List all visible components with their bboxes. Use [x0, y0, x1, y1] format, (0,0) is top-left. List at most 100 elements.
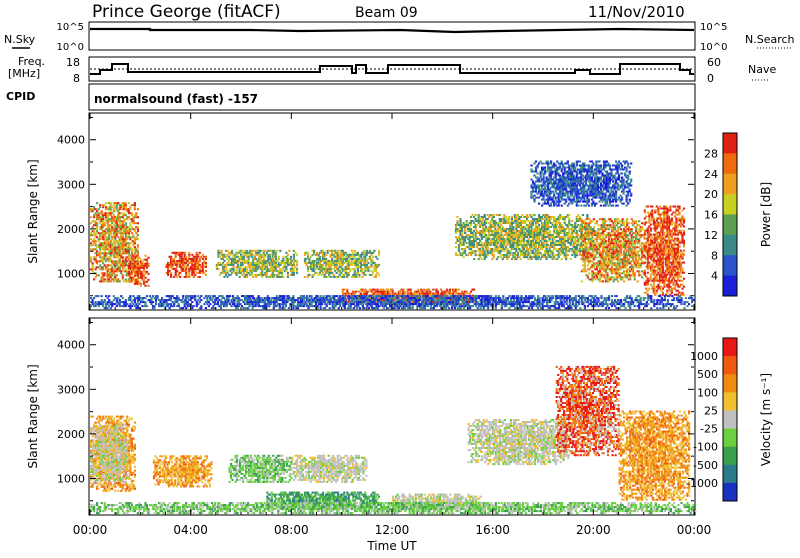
echo-cell [529, 254, 531, 256]
echo-cell [117, 202, 119, 204]
echo-cell [176, 266, 178, 268]
echo-cell [137, 230, 139, 232]
echo-cell [586, 214, 588, 216]
echo-cell [119, 250, 121, 252]
echo-cell [591, 238, 593, 240]
echo-cell [553, 238, 555, 240]
echo-cell [93, 238, 95, 240]
echo-cell [593, 266, 595, 268]
echo-cell [188, 272, 190, 274]
echo-cell [110, 240, 112, 242]
echo-cell [599, 278, 601, 280]
echo-cell [576, 216, 578, 218]
echo-cell [370, 274, 372, 276]
echo-cell [205, 264, 207, 266]
echo-cell [577, 224, 579, 226]
echo-cell [378, 274, 380, 276]
echo-cell [378, 264, 380, 266]
echo-cell [657, 254, 659, 256]
echo-cell [553, 216, 555, 218]
echo-cell [533, 214, 535, 216]
freq-tick-top: 18 [66, 56, 80, 69]
echo-cell [114, 236, 116, 238]
echo-cell [466, 291, 468, 293]
echo-cell [530, 216, 532, 218]
echo-cell [285, 270, 287, 272]
echo-cell [626, 236, 628, 238]
echo-cell [134, 275, 136, 277]
echo-cell [540, 240, 542, 242]
echo-cell [530, 214, 532, 216]
echo-cell [580, 242, 582, 244]
echo-cell [459, 218, 461, 220]
echo-cell [337, 268, 339, 270]
echo-cell [375, 276, 377, 278]
freq-unit: [MHz] [8, 67, 40, 80]
echo-cell [449, 291, 451, 293]
echo-cell [488, 216, 490, 218]
echo-cell [619, 254, 621, 256]
echo-cell [132, 220, 134, 222]
echo-cell [456, 222, 458, 224]
echo-cell [603, 244, 605, 246]
echo-cell [226, 254, 228, 256]
echo-cell [587, 264, 589, 266]
echo-cell [197, 262, 199, 264]
echo-cell [515, 250, 517, 252]
echo-cell [620, 240, 622, 242]
echo-cell [605, 270, 607, 272]
echo-cell [565, 252, 567, 254]
echo-cell [382, 289, 384, 291]
echo-cell [455, 242, 457, 244]
echo-cell [508, 256, 510, 258]
echo-cell [609, 218, 611, 220]
echo-cell [134, 228, 136, 230]
echo-cell [581, 222, 583, 224]
echo-cell [169, 270, 171, 272]
echo-cell [342, 256, 344, 258]
echo-cell [104, 234, 106, 236]
echo-cell [503, 218, 505, 220]
echo-cell [125, 234, 127, 236]
echo-cell [511, 218, 513, 220]
echo-cell [517, 214, 519, 216]
echo-cell [119, 280, 121, 282]
echo-cell [197, 254, 199, 256]
echo-cell [647, 230, 649, 232]
echo-cell [321, 274, 323, 276]
echo-cell [364, 262, 366, 264]
echo-cell [95, 212, 97, 214]
echo-cell [313, 274, 315, 276]
nave-tick-top: 60 [707, 56, 721, 69]
echo-cell [619, 242, 621, 244]
echo-cell [517, 246, 519, 248]
echo-cell [90, 216, 92, 218]
echo-cell [622, 218, 624, 220]
echo-cell [315, 260, 317, 262]
echo-cell [482, 248, 484, 250]
echo-cell [137, 263, 139, 265]
echo-cell [629, 232, 631, 234]
echo-cell [635, 222, 637, 224]
echo-cell [120, 272, 122, 274]
echo-cell [496, 244, 498, 246]
echo-cell [199, 252, 201, 254]
echo-cell [191, 254, 193, 256]
echo-cell [508, 216, 510, 218]
echo-cell [392, 289, 394, 291]
echo-cell [205, 262, 207, 264]
echo-cell [269, 256, 271, 258]
echo-cell [455, 232, 457, 234]
echo-cell [293, 262, 295, 264]
echo-cell [99, 222, 101, 224]
nsky-trace [90, 29, 694, 32]
echo-cell [644, 232, 646, 234]
echo-cell [456, 254, 458, 256]
echo-cell [110, 224, 112, 226]
echo-cell [650, 224, 652, 226]
echo-cell [647, 228, 649, 230]
echo-cell [659, 256, 661, 258]
echo-cell [559, 214, 561, 216]
echo-cell [417, 289, 419, 291]
echo-cell [146, 261, 148, 263]
